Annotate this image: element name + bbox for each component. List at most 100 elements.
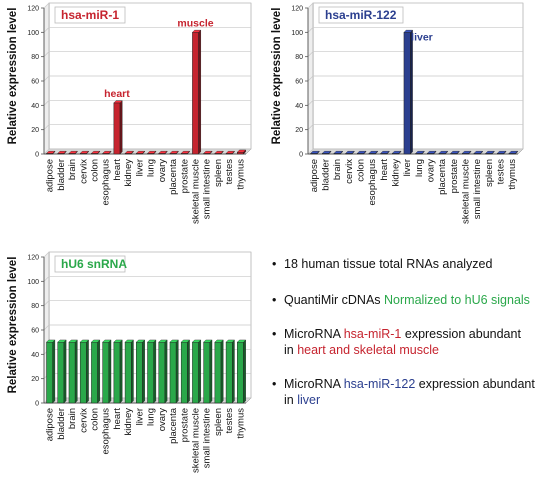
bar-top [391,150,402,154]
y-tick-label: 0 [35,401,39,408]
category-label: testes [496,159,507,185]
category-label: spleen [213,408,224,436]
bar [237,151,244,155]
bar-top [158,339,168,343]
bar-top [79,339,90,343]
note-mir1: • MicroRNA hsa-miR-1 expression abundant… [272,326,548,358]
gridline-depth [43,51,50,57]
bar [136,341,143,404]
bar-side [97,339,100,404]
category-label: kidney [123,159,134,187]
bar-side [243,339,246,404]
bar-side [131,339,134,404]
bar-top [321,150,332,154]
y-axis-label: Relative expression level [271,8,283,145]
bar-top [124,150,134,154]
category-label: lung [146,159,157,177]
category-label: thymus [235,408,246,439]
bar [214,341,222,404]
y-tick-label: 0 [35,152,39,159]
note-mir122-prefix: MicroRNA [284,377,344,391]
category-label: adipose [45,159,56,192]
bar-top [46,150,56,154]
y-tick-label: 60 [295,79,303,86]
y-axis-label: Relative expression level [7,8,19,145]
bar-side [119,100,123,155]
y-tick-label: 0 [299,152,303,159]
bar-side [52,339,56,404]
bar-top [473,150,484,154]
y-tick-label: 120 [27,6,39,13]
category-label: ovary [157,159,168,182]
y-tick-label: 100 [27,30,39,37]
bar-side [209,339,213,404]
bar [203,341,211,404]
gridline-depth [43,300,50,306]
bar-top [310,150,320,154]
note-tissues-text: 18 human tissue total RNAs analyzed [284,257,493,271]
y-tick-label: 40 [31,103,39,110]
category-label: cervix [78,159,89,184]
category-label: prostate [179,159,190,193]
gridline-depth [43,276,50,282]
y-tick-label: 60 [31,79,39,86]
note-mir1-name: hsa-miR-1 [343,327,402,341]
category-label: bladder [56,408,67,440]
y-tick-label: 100 [291,30,303,37]
y-tick-label: 120 [291,6,303,13]
gridline-depth [307,148,314,155]
bar-top [135,339,146,343]
gridline-depth [43,75,50,82]
y-tick-label: 40 [31,352,39,359]
bar [113,102,121,155]
category-label: esophagus [101,159,112,206]
notes-panel: • 18 human tissue total RNAs analyzed • … [272,256,548,408]
bullet-dot: • [272,327,277,341]
category-label: liver [134,408,145,425]
category-label: cervix [78,408,89,433]
category-label: adipose [309,159,320,192]
chart-title: hU6 snRNA [61,257,127,271]
y-tick-label: 20 [31,127,39,134]
bar-side [153,339,157,404]
bar-side [63,339,67,404]
category-label: thymus [507,159,518,190]
bar-side [232,339,235,404]
bar [113,341,121,404]
bar-top [415,150,425,154]
bar-top [438,150,449,154]
bar [158,341,166,404]
bar-top [113,339,123,343]
gridline-depth [43,2,50,9]
note-mir122-name: hsa-miR-122 [343,377,416,391]
bar-top [113,100,123,104]
category-label: liver [134,159,145,176]
y-tick-label: 60 [31,328,39,335]
bar [57,341,65,404]
bar-top [508,150,519,154]
category-label: testes [224,159,235,185]
bar-top [147,339,157,343]
category-label: liver [402,159,413,176]
category-label: brain [332,159,343,180]
bar-top [169,150,179,154]
bar-top [90,150,101,154]
note-tissues: • 18 human tissue total RNAs analyzed [272,256,548,272]
bar-top [368,150,379,154]
bar [237,341,244,404]
gridline-depth [307,124,314,130]
gridline-depth [43,324,50,331]
y-axis-label: Relative expression level [7,257,19,394]
y-tick-label: 40 [295,103,303,110]
category-label: placenta [168,158,179,195]
bar-top [68,150,78,154]
bar-top [461,150,472,154]
gridline-depth [307,2,314,9]
gridline-depth [307,75,314,82]
chart-3: 0 20 40 60 80 100 120 Relative expression level… [7,251,252,473]
gridline-depth [43,100,50,106]
bar-side [187,339,190,404]
bar-top [158,150,168,154]
note-mir122-tissue: liver [297,393,321,407]
gridline-depth [43,251,50,258]
